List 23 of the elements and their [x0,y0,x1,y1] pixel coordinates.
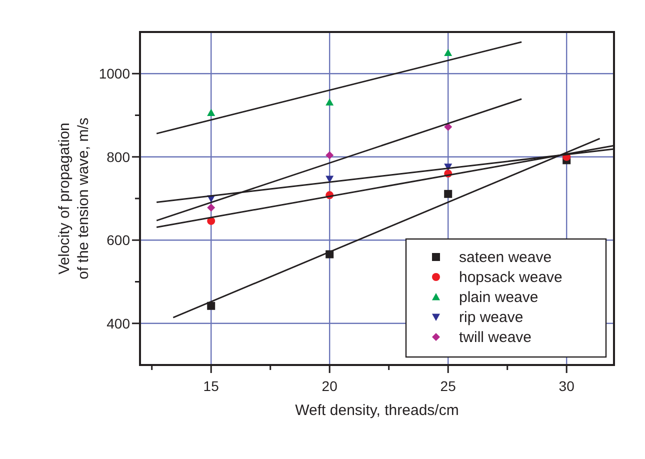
point [444,190,452,198]
point [326,151,334,160]
point [207,108,216,116]
legend-label: sateen weave [459,249,552,266]
y-tick-label: 800 [106,148,130,165]
legend-label: twill weave [459,329,532,346]
point [326,176,334,183]
point [326,98,334,106]
legend-label: rip weave [459,309,524,326]
y-tick-label: 400 [106,315,130,332]
x-tick-label: 15 [203,378,220,394]
point [207,204,216,212]
legend-label: hopsack weave [459,269,562,286]
y-tick-label: 1000 [98,66,130,82]
x-tick-label: 30 [558,378,575,394]
y-tick-label: 600 [106,232,130,248]
x-tick-label: 20 [322,378,338,394]
point [207,302,216,310]
x-axis-title: Weft density, threads/cm [295,402,459,419]
legend-label: plain weave [459,289,538,306]
x-tick-label: 25 [440,378,456,394]
y-axis-title: Velocity of propagation of the tension wave, m/s [56,118,92,280]
point [444,48,452,56]
